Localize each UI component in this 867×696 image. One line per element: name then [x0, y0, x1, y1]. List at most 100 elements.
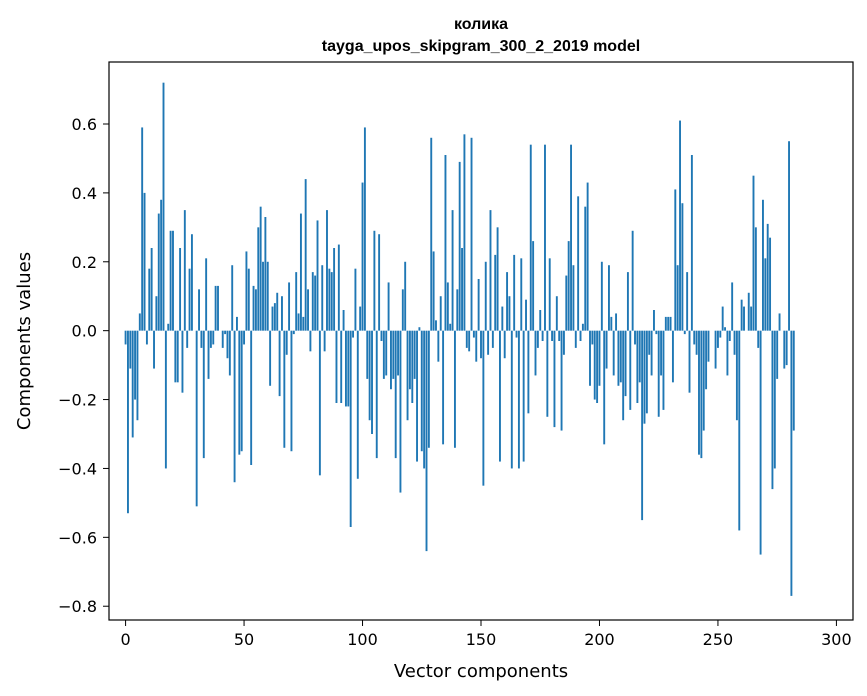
- bar: [224, 330, 227, 335]
- bar-series: [124, 82, 798, 596]
- bar: [643, 330, 646, 424]
- bar: [728, 330, 731, 341]
- bar: [145, 330, 148, 345]
- bar: [551, 330, 554, 341]
- bar: [221, 330, 224, 348]
- bar: [309, 330, 312, 352]
- bar: [340, 330, 343, 403]
- bar: [544, 144, 546, 331]
- bar: [214, 285, 217, 331]
- bar: [740, 299, 743, 331]
- bar: [631, 230, 634, 331]
- bar: [295, 272, 298, 331]
- bar: [250, 330, 253, 465]
- bar: [572, 265, 575, 331]
- bar: [136, 330, 139, 421]
- bar: [354, 268, 357, 331]
- bar: [427, 330, 430, 448]
- bar: [299, 213, 302, 331]
- bar: [679, 120, 681, 331]
- bar: [209, 330, 212, 348]
- bar: [532, 241, 535, 331]
- bar: [169, 230, 172, 331]
- bar: [645, 330, 648, 414]
- bar: [394, 330, 397, 459]
- bar: [233, 330, 236, 483]
- bar: [399, 330, 402, 493]
- bar: [276, 292, 279, 331]
- bar: [776, 330, 779, 379]
- bar: [589, 330, 591, 386]
- bar: [323, 330, 326, 352]
- bar: [714, 330, 717, 369]
- bar: [655, 330, 658, 335]
- bar: [764, 258, 767, 331]
- bar: [596, 330, 599, 403]
- bar: [676, 265, 679, 331]
- x-tick-label: 0: [120, 630, 130, 649]
- bar: [705, 330, 708, 390]
- bar: [610, 316, 613, 331]
- bar: [600, 261, 603, 331]
- bar: [368, 330, 371, 421]
- bar: [586, 182, 589, 331]
- y-tick-label: −0.8: [58, 597, 97, 616]
- bar: [766, 223, 769, 331]
- bar: [423, 330, 426, 469]
- bar: [536, 330, 539, 348]
- bar: [347, 330, 350, 407]
- bar: [598, 330, 601, 386]
- bar: [278, 330, 281, 397]
- bar: [683, 330, 686, 335]
- bar: [657, 330, 660, 417]
- bar: [129, 330, 132, 369]
- bar: [534, 330, 537, 376]
- bar: [385, 330, 388, 376]
- bar: [629, 330, 632, 410]
- bar: [155, 296, 158, 331]
- bar: [307, 289, 309, 331]
- bar: [484, 261, 487, 331]
- x-tick-label: 300: [821, 630, 852, 649]
- bar: [212, 330, 215, 345]
- x-axis-label: Vector components: [394, 661, 568, 682]
- bar: [491, 330, 494, 348]
- bar: [437, 330, 440, 362]
- bar: [264, 217, 267, 331]
- bar: [411, 330, 414, 403]
- bar: [695, 330, 698, 355]
- bar: [198, 289, 200, 331]
- bar: [207, 330, 210, 379]
- bar: [522, 330, 525, 462]
- bar: [593, 330, 596, 400]
- bar: [560, 330, 563, 431]
- bar: [344, 330, 347, 407]
- bar: [660, 330, 663, 376]
- bar: [160, 199, 163, 331]
- bar: [721, 306, 724, 331]
- bar: [465, 330, 468, 348]
- bar: [157, 213, 160, 331]
- bar: [480, 330, 482, 359]
- bar: [591, 330, 594, 345]
- bar: [333, 248, 336, 331]
- bar: [311, 272, 314, 331]
- bar: [335, 330, 338, 403]
- bar: [337, 244, 340, 331]
- bar: [688, 330, 691, 393]
- bar: [321, 265, 324, 331]
- bar: [615, 313, 618, 331]
- bar: [579, 330, 582, 341]
- bar: [515, 330, 518, 338]
- bar: [603, 330, 606, 445]
- bar: [487, 330, 490, 355]
- bar: [558, 330, 561, 341]
- bar: [138, 313, 141, 331]
- bar: [226, 330, 229, 359]
- bar: [757, 330, 760, 348]
- bar: [290, 330, 293, 452]
- bar: [292, 330, 295, 335]
- bar: [124, 330, 127, 345]
- bar: [176, 330, 179, 383]
